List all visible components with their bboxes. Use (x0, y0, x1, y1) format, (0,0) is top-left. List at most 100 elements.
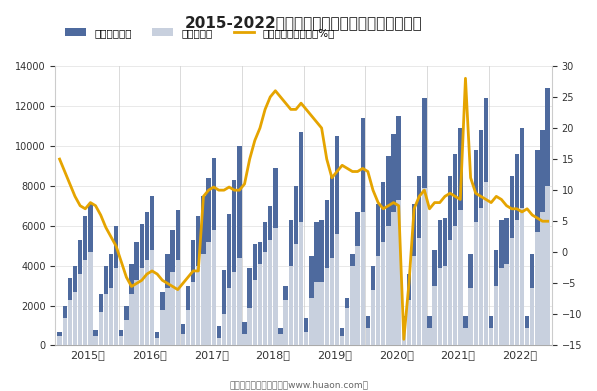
Bar (314, 282, 319, 346)
Bar (427, 328, 432, 346)
Bar (499, 267, 504, 346)
Bar (155, 332, 159, 346)
Bar (509, 176, 514, 346)
Bar (109, 254, 113, 346)
Bar (319, 220, 324, 346)
Bar (273, 168, 278, 346)
Bar (525, 316, 530, 346)
Bar (93, 330, 98, 346)
Bar (217, 326, 221, 346)
Bar (99, 294, 103, 346)
Bar (479, 130, 483, 346)
Bar (484, 182, 488, 346)
Bar (309, 298, 313, 346)
Bar (540, 130, 544, 346)
Bar (473, 222, 478, 346)
Bar (67, 278, 72, 346)
Bar (263, 222, 267, 346)
Bar (207, 242, 211, 346)
Bar (201, 254, 205, 346)
Bar (438, 220, 442, 346)
Bar (448, 176, 453, 346)
Bar (540, 212, 544, 346)
Bar (232, 180, 236, 346)
Bar (176, 210, 180, 346)
Bar (422, 98, 426, 346)
Bar (186, 310, 190, 346)
Bar (386, 156, 390, 346)
Bar (407, 274, 411, 346)
Bar (227, 214, 231, 346)
Bar (242, 334, 247, 346)
Bar (124, 319, 128, 346)
Bar (155, 337, 159, 346)
Bar (504, 264, 509, 346)
Text: 制图：华经产业研究院（www.huaon.com）: 制图：华经产业研究院（www.huaon.com） (229, 380, 368, 389)
Bar (294, 186, 298, 346)
Bar (191, 240, 195, 346)
Bar (284, 300, 288, 346)
Bar (458, 210, 463, 346)
Bar (504, 218, 509, 346)
Bar (222, 314, 226, 346)
Bar (361, 118, 365, 346)
Bar (417, 238, 421, 346)
Bar (134, 242, 139, 346)
Bar (412, 256, 416, 346)
Bar (237, 146, 242, 346)
Bar (371, 265, 375, 346)
Bar (88, 204, 93, 346)
Bar (78, 240, 82, 346)
Bar (130, 264, 134, 346)
Bar (196, 265, 201, 346)
Bar (242, 321, 247, 346)
Bar (109, 287, 113, 346)
Bar (422, 188, 426, 346)
Bar (104, 265, 108, 346)
Bar (284, 285, 288, 346)
Bar (63, 305, 67, 346)
Bar (63, 317, 67, 346)
Bar (57, 332, 61, 346)
Bar (78, 274, 82, 346)
Bar (340, 335, 344, 346)
Bar (278, 334, 283, 346)
Bar (160, 310, 165, 346)
Bar (417, 176, 421, 346)
Bar (299, 222, 303, 346)
Bar (140, 267, 144, 346)
Bar (57, 335, 61, 346)
Bar (345, 298, 349, 346)
Bar (83, 216, 87, 346)
Bar (150, 249, 154, 346)
Bar (366, 316, 370, 346)
Bar (438, 267, 442, 346)
Bar (340, 328, 344, 346)
Bar (165, 254, 170, 346)
Bar (304, 317, 309, 346)
Bar (319, 282, 324, 346)
Bar (140, 224, 144, 346)
Bar (494, 285, 498, 346)
Bar (191, 282, 195, 346)
Bar (330, 176, 334, 346)
Bar (73, 292, 77, 346)
Bar (268, 206, 272, 346)
Bar (263, 252, 267, 346)
Bar (268, 240, 272, 346)
Bar (160, 292, 165, 346)
Bar (407, 300, 411, 346)
Bar (278, 328, 283, 346)
Bar (448, 240, 453, 346)
Bar (443, 218, 447, 346)
Bar (288, 265, 293, 346)
Bar (325, 267, 329, 346)
Bar (479, 208, 483, 346)
Bar (288, 220, 293, 346)
Bar (381, 182, 386, 346)
Bar (520, 128, 524, 346)
Bar (376, 256, 380, 346)
Bar (119, 335, 124, 346)
Bar (237, 258, 242, 346)
Bar (530, 287, 534, 346)
